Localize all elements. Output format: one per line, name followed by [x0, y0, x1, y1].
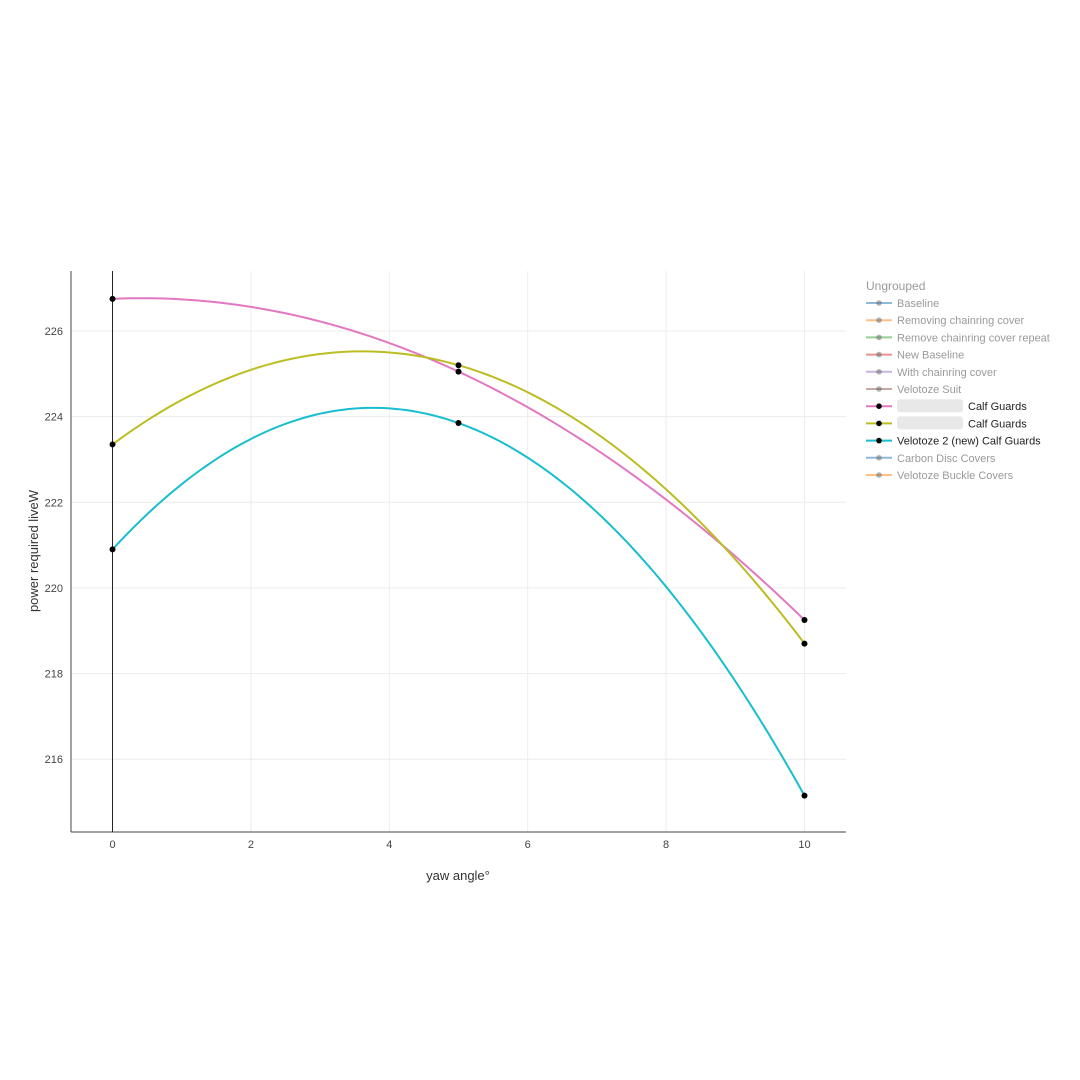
- y-tick-label: 222: [45, 497, 63, 509]
- legend-item[interactable]: Velotoze Suit: [866, 384, 961, 396]
- data-point[interactable]: [801, 617, 808, 624]
- legend-item[interactable]: Baseline: [866, 298, 939, 310]
- y-tick-label: 220: [45, 583, 63, 595]
- legend-item[interactable]: Calf Guards: [866, 399, 1027, 413]
- x-tick-label: 4: [386, 839, 392, 851]
- legend-item[interactable]: Calf Guards: [866, 416, 1027, 430]
- x-tick-label: 10: [798, 839, 810, 851]
- data-points: [109, 295, 808, 799]
- redacted-name-block: [897, 399, 963, 413]
- grid-lines: [71, 271, 846, 832]
- legend-item[interactable]: With chainring cover: [866, 367, 997, 379]
- legend-marker: [876, 386, 882, 392]
- x-axis-label: yaw angle°: [426, 868, 490, 883]
- legend-item[interactable]: Carbon Disc Covers: [866, 453, 996, 465]
- y-tick-label: 226: [45, 326, 63, 338]
- data-point[interactable]: [109, 441, 116, 448]
- data-point[interactable]: [455, 368, 462, 375]
- series-line-2[interactable]: [111, 406, 806, 797]
- legend-marker: [876, 403, 882, 410]
- legend-marker: [876, 437, 882, 444]
- legend-item[interactable]: Removing chainring cover: [866, 315, 1025, 327]
- y-tick-label: 218: [45, 669, 63, 681]
- data-point[interactable]: [109, 546, 116, 553]
- legend-marker: [876, 420, 882, 427]
- legend-label: Velotoze Suit: [897, 384, 961, 396]
- x-tick-label: 6: [525, 839, 531, 851]
- data-point[interactable]: [455, 420, 462, 427]
- x-tick-label: 0: [109, 839, 115, 851]
- legend-marker: [876, 472, 882, 478]
- legend-label: Velotoze 2 (new) Calf Guards: [897, 436, 1041, 448]
- legend-item[interactable]: Velotoze Buckle Covers: [866, 470, 1014, 482]
- y-tick-label: 216: [45, 754, 63, 766]
- legend-marker: [876, 351, 882, 358]
- legend-title: Ungrouped: [866, 279, 925, 293]
- legend-label: Calf Guards: [968, 401, 1027, 413]
- data-point[interactable]: [801, 640, 808, 647]
- legend-label: With chainring cover: [897, 367, 997, 379]
- legend[interactable]: Ungrouped Baseline Removing chainring cov…: [866, 279, 1050, 482]
- legend-item[interactable]: New Baseline: [866, 350, 964, 362]
- data-point[interactable]: [455, 362, 462, 369]
- data-point[interactable]: [109, 295, 116, 302]
- legend-item[interactable]: Velotoze 2 (new) Calf Guards: [866, 436, 1041, 448]
- y-axis-label: power required liveW: [26, 489, 41, 612]
- legend-label: Calf Guards: [968, 418, 1027, 430]
- legend-label: Carbon Disc Covers: [897, 453, 996, 465]
- legend-marker: [876, 300, 882, 306]
- series-line-1[interactable]: [111, 350, 806, 645]
- legend-label: Remove chainring cover repeat: [897, 332, 1050, 344]
- redacted-name-block: [897, 416, 963, 430]
- legend-label: New Baseline: [897, 350, 964, 362]
- x-tick-label: 8: [663, 839, 669, 851]
- legend-marker: [876, 369, 882, 375]
- legend-item[interactable]: Remove chainring cover repeat: [866, 332, 1050, 344]
- x-tick-label: 2: [248, 839, 254, 851]
- tick-labels: 0 2 4 6 8 10 216 218 220 222 224 226: [45, 326, 811, 851]
- legend-marker: [876, 317, 882, 324]
- legend-label: Velotoze Buckle Covers: [897, 470, 1014, 482]
- y-tick-label: 224: [45, 412, 63, 424]
- legend-label: Removing chainring cover: [897, 315, 1025, 327]
- data-point[interactable]: [801, 792, 808, 799]
- legend-label: Baseline: [897, 298, 939, 310]
- legend-marker: [876, 455, 882, 461]
- legend-marker: [876, 334, 882, 341]
